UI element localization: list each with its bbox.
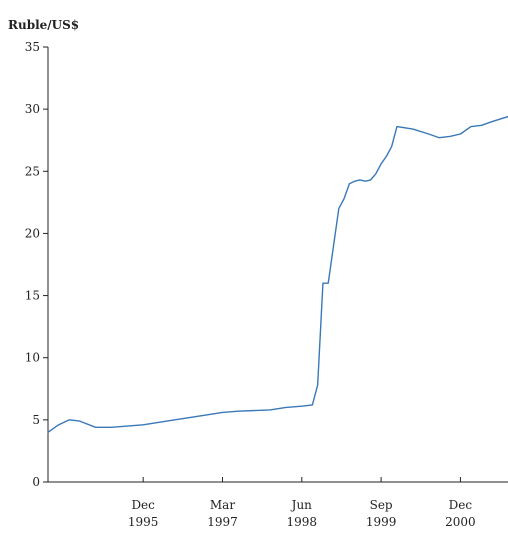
y-axis-title: Ruble/US$	[8, 18, 79, 32]
axes	[47, 47, 508, 483]
y-tick-label: 35	[25, 40, 40, 54]
x-tick-label-year: 2000	[445, 515, 476, 529]
x-tick-label-year: 1999	[366, 515, 397, 529]
y-tick-label: 5	[32, 413, 40, 427]
x-tick-label-month: Dec	[449, 498, 473, 512]
tick-marks	[43, 46, 461, 483]
x-tick-label-year: 1995	[128, 515, 159, 529]
y-tick-label: 0	[32, 475, 40, 489]
y-tick-label: 30	[25, 102, 40, 116]
x-tick-label-month: Dec	[131, 498, 155, 512]
y-tick-label: 10	[25, 351, 40, 365]
y-tick-label: 25	[25, 164, 40, 178]
y-tick-label: 20	[25, 226, 40, 240]
series-line-0	[47, 115, 508, 433]
x-tick-label-month: Mar	[210, 498, 235, 512]
y-tick-label: 15	[25, 289, 40, 303]
x-tick-label-month: Jun	[290, 498, 313, 512]
series-layer	[47, 115, 508, 433]
x-tick-label-year: 1997	[207, 515, 238, 529]
tick-labels: 0 5 10 15 20 25 30 35 Dec 1995 Mar 1997 Jun 1998 Sep 19…	[25, 40, 476, 529]
x-tick-label-year: 1998	[287, 515, 318, 529]
x-tick-label-month: Sep	[370, 498, 393, 512]
